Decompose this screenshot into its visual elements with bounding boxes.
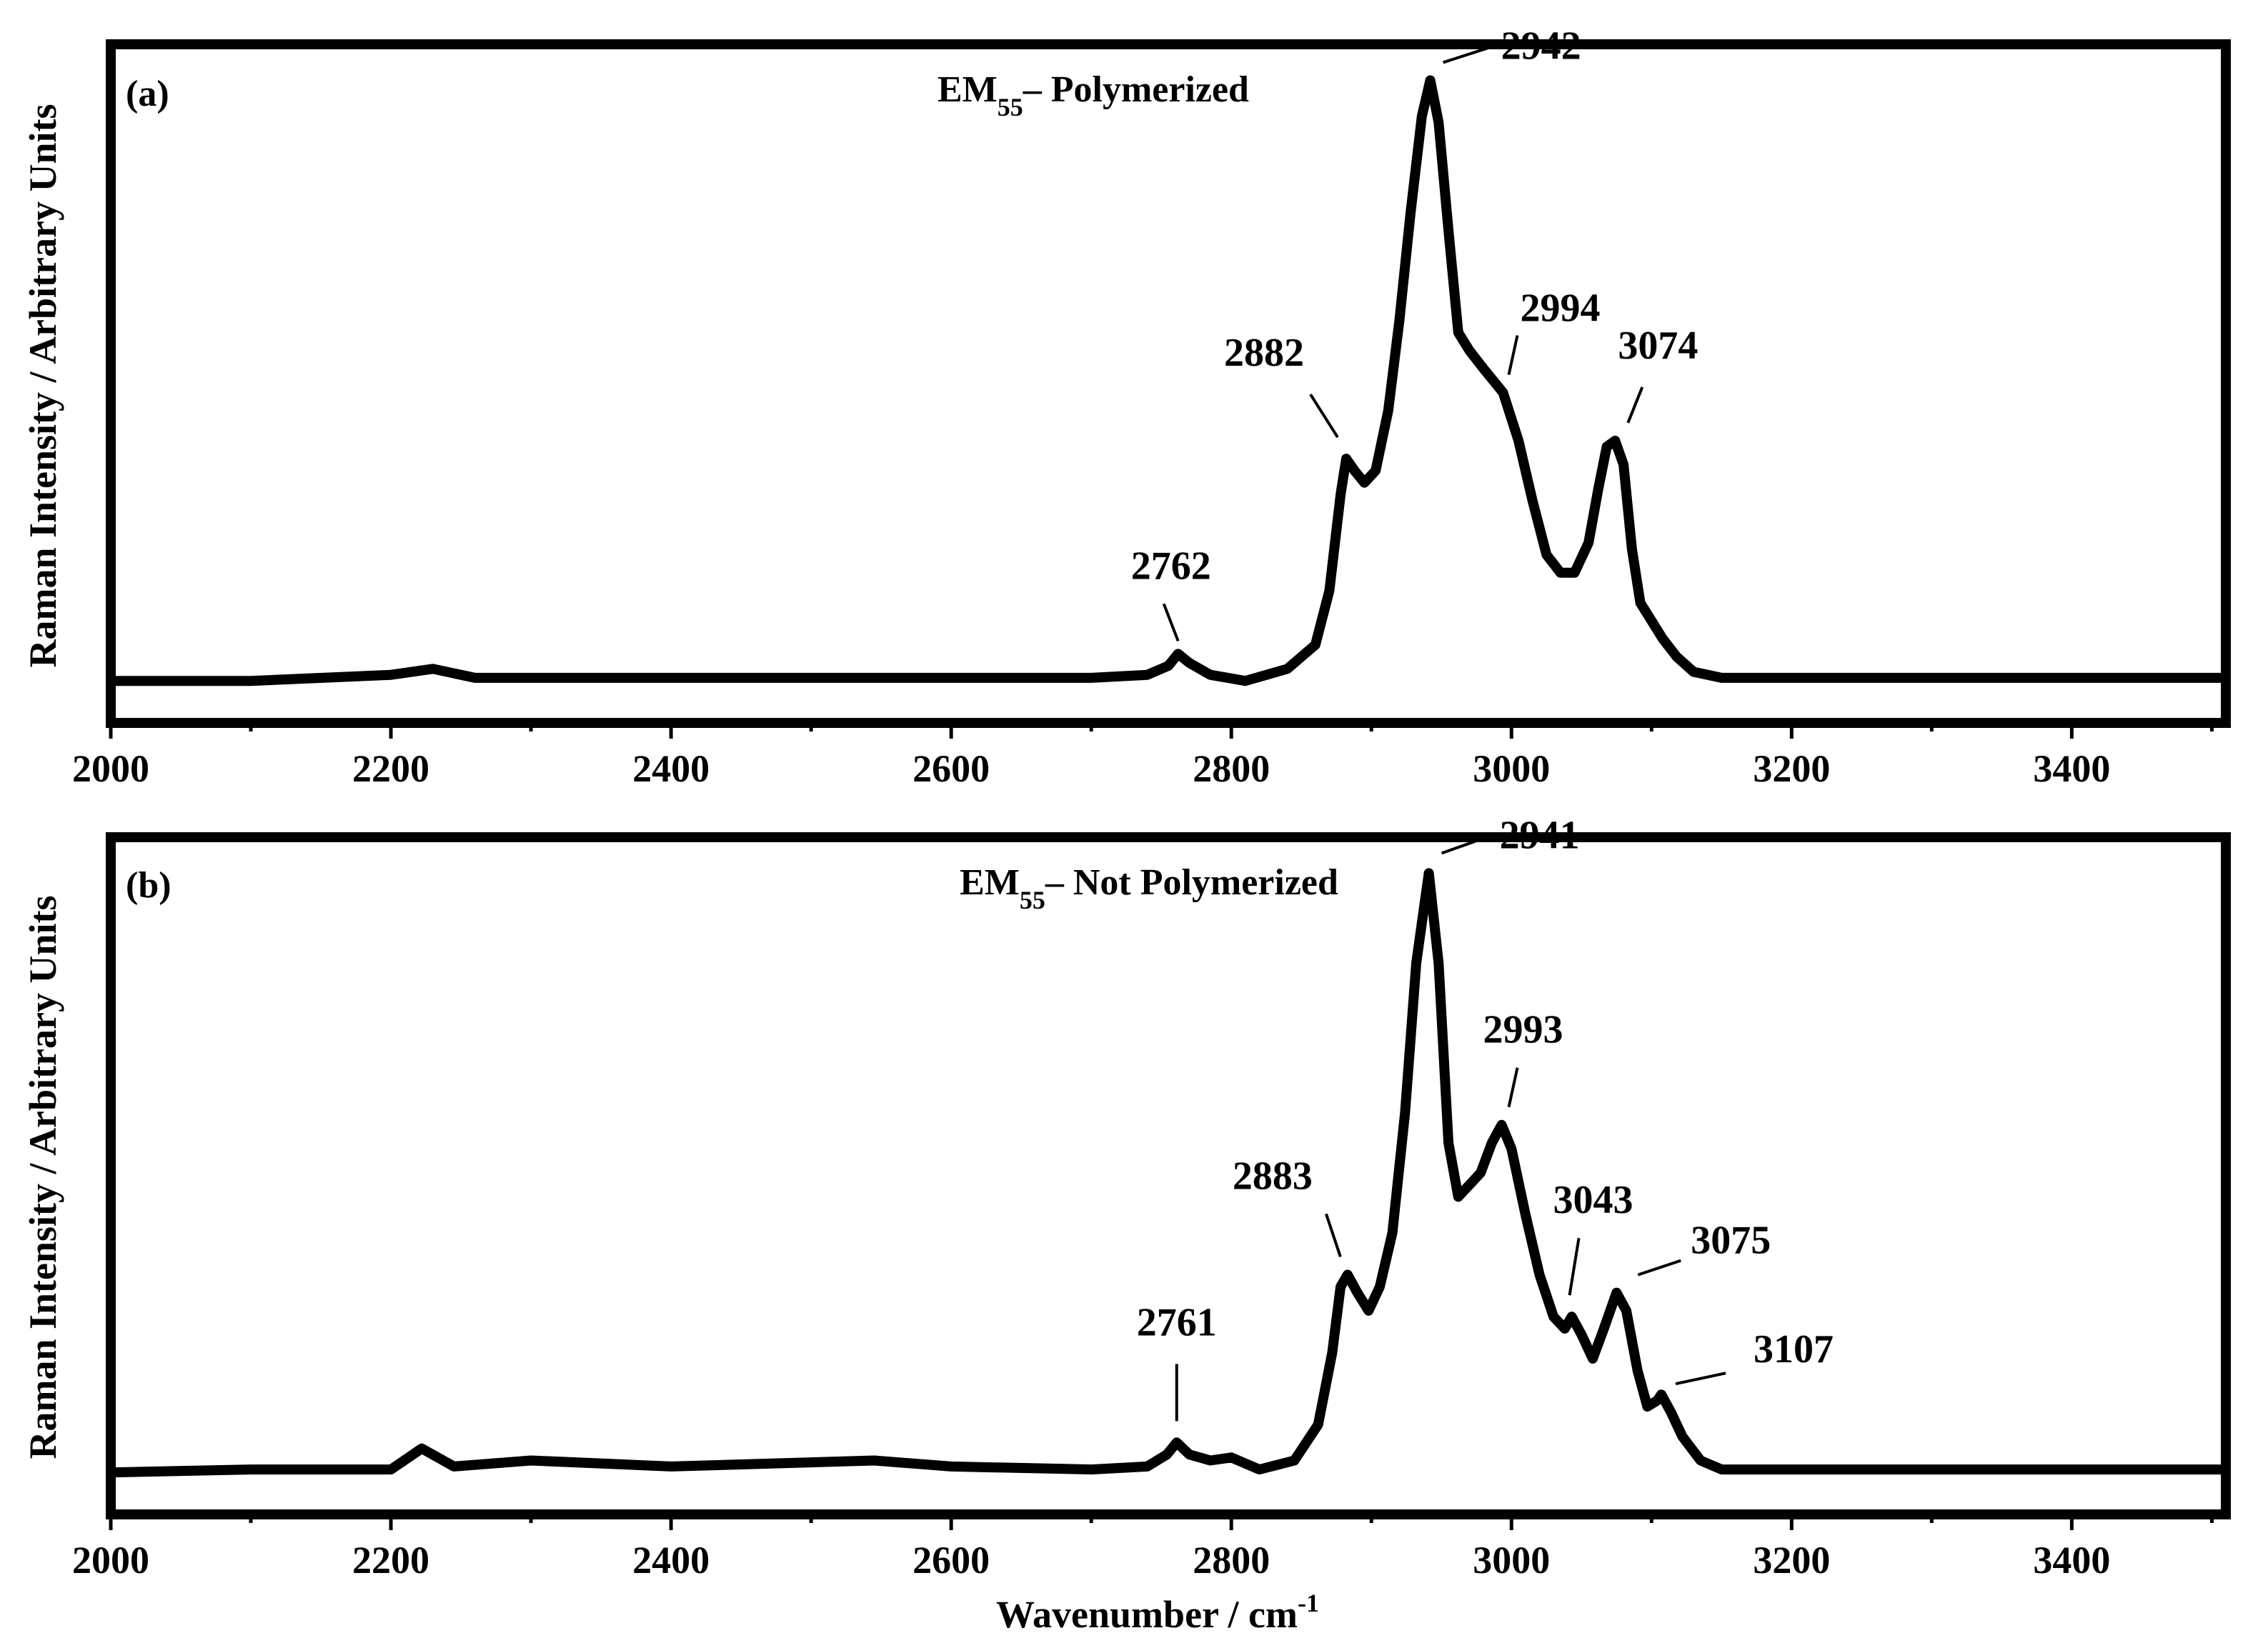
x-tick-label: 2600 bbox=[912, 1539, 990, 1582]
peak-label: 2993 bbox=[1483, 1008, 1563, 1052]
panel-b-ylabel: Raman Intensity / Arbitrary Units bbox=[21, 895, 64, 1459]
panel-a-title: EM55– Polymerized bbox=[937, 69, 1249, 121]
panel-a-series bbox=[106, 75, 2231, 686]
panel-a: (a) EM55– Polymerized Raman Intensity / … bbox=[21, 24, 2231, 790]
panel-b-title: EM55– Not Polymerized bbox=[960, 862, 1338, 914]
peak-label: 3107 bbox=[1754, 1327, 1834, 1372]
x-tick-label: 3400 bbox=[2033, 1539, 2110, 1582]
peak-leader-line bbox=[1442, 46, 1488, 64]
peak-label: 2942 bbox=[1501, 24, 1581, 68]
x-tick-label: 3000 bbox=[1473, 747, 1550, 790]
peak-label: 3043 bbox=[1553, 1178, 1633, 1222]
peak-label: 3075 bbox=[1691, 1219, 1771, 1263]
panel-b-xticks: 2000 2200 2400 2600 2800 3000 3200 3400 bbox=[72, 1514, 2214, 1582]
peak-leader-line bbox=[1507, 335, 1519, 376]
peak-label: 2882 bbox=[1224, 331, 1304, 375]
x-tick-label: 2800 bbox=[1193, 1539, 1270, 1582]
panel-b-frame bbox=[106, 832, 2231, 1519]
x-tick-label: 2200 bbox=[352, 747, 429, 790]
peak-label: 3074 bbox=[1618, 324, 1698, 368]
peak-leader-line bbox=[1568, 1237, 1581, 1296]
peak-leader-line bbox=[1441, 836, 1487, 855]
x-tick-label: 2400 bbox=[632, 1539, 710, 1582]
panel-a-frame bbox=[106, 39, 2231, 728]
peak-leader-line bbox=[1637, 1259, 1681, 1277]
x-tick-label: 2400 bbox=[632, 747, 710, 790]
peak-label: 2941 bbox=[1500, 813, 1580, 857]
panel-b: (b) EM55– Not Polymerized Raman Intensit… bbox=[21, 813, 2231, 1636]
peak-label: 2761 bbox=[1137, 1300, 1217, 1344]
panel-a-xticks: 2000 2200 2400 2600 2800 3000 3200 3400 bbox=[72, 723, 2214, 790]
spectrum-line bbox=[106, 75, 2231, 686]
peak-label: 2994 bbox=[1521, 286, 1601, 331]
x-tick-label: 2600 bbox=[912, 747, 990, 790]
x-tick-label: 3400 bbox=[2033, 747, 2110, 790]
panel-a-annotations: 2762 2882 2942 2994 3074 bbox=[1131, 24, 1698, 642]
x-tick-label: 2200 bbox=[352, 1539, 429, 1582]
panel-a-ylabel: Raman Intensity / Arbitrary Units bbox=[21, 104, 64, 667]
spectrum-line bbox=[106, 868, 2231, 1478]
x-tick-label: 2000 bbox=[72, 1539, 149, 1582]
peak-label: 2762 bbox=[1131, 544, 1211, 588]
peak-leader-line bbox=[1309, 394, 1339, 439]
peak-leader-line bbox=[1162, 603, 1180, 642]
peak-leader-line bbox=[1626, 386, 1644, 424]
x-tick-label: 2800 bbox=[1193, 747, 1270, 790]
x-tick-label: 3200 bbox=[1753, 1539, 1830, 1582]
panel-b-series bbox=[106, 868, 2231, 1478]
panel-a-label: (a) bbox=[126, 74, 169, 114]
x-tick-label: 3000 bbox=[1473, 1539, 1550, 1582]
x-tick-label: 2000 bbox=[72, 747, 149, 790]
peak-label: 2883 bbox=[1233, 1154, 1313, 1198]
peak-leader-line bbox=[1675, 1372, 1726, 1386]
panel-b-annotations: 2761 2883 2941 2993 3043 3075 3107 bbox=[1137, 813, 1834, 1422]
x-tick-label: 3200 bbox=[1753, 747, 1830, 790]
peak-leader-line bbox=[1325, 1213, 1342, 1258]
panel-b-xlabel: Wavenumber / cm-1 bbox=[996, 1589, 1319, 1636]
peak-leader-line bbox=[1507, 1067, 1519, 1108]
panel-b-label: (b) bbox=[126, 865, 171, 906]
